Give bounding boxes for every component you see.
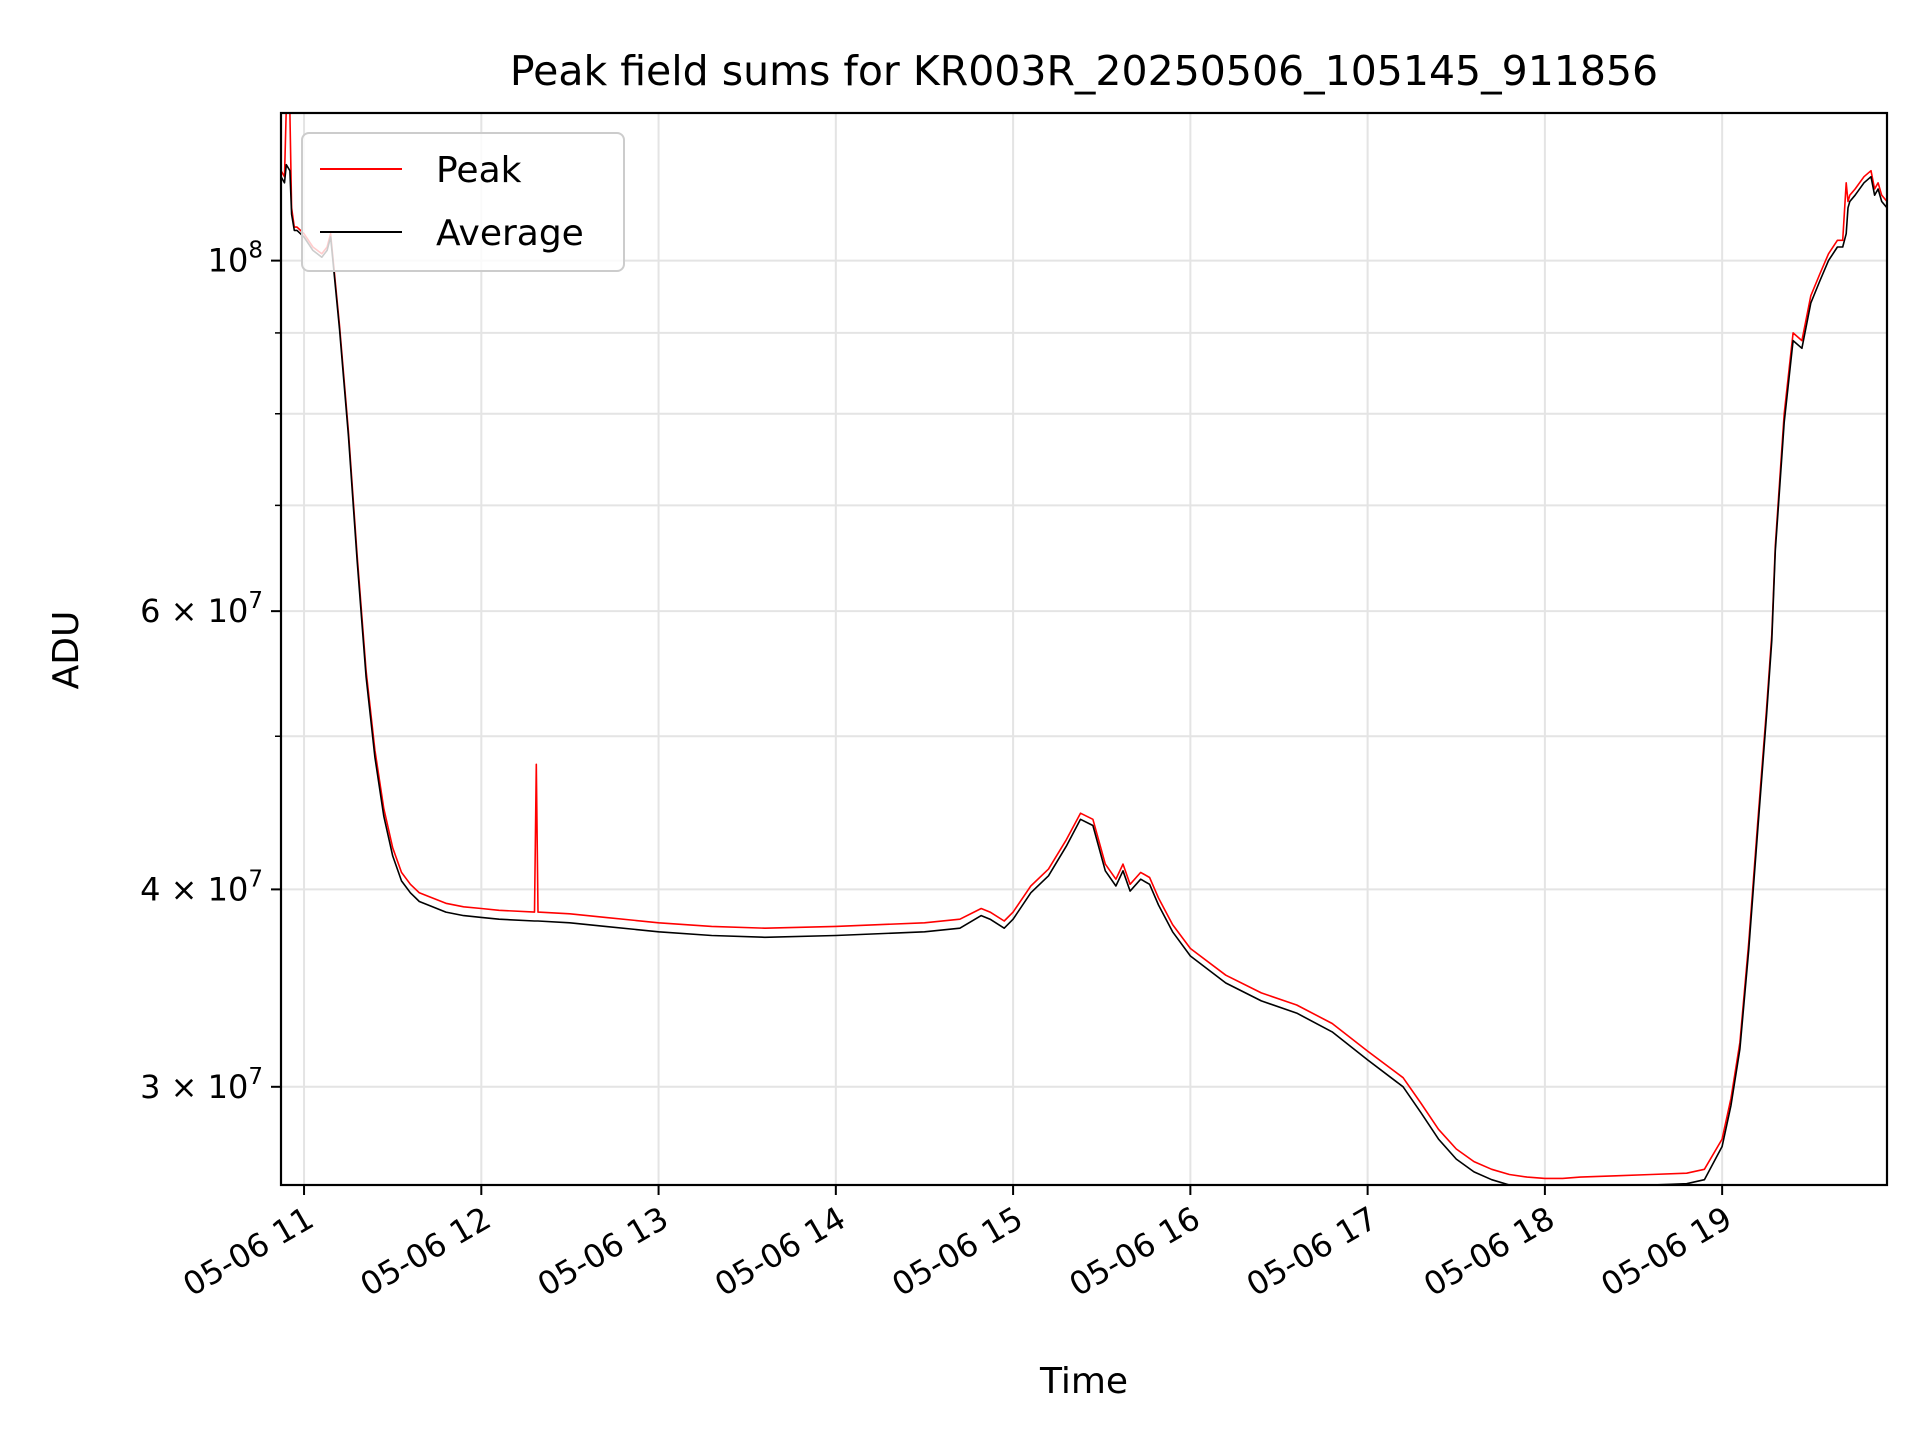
x-axis-label: Time bbox=[1039, 1361, 1128, 1402]
y-tick-label: 4 × 107 bbox=[140, 866, 263, 908]
y-axis-label: ADU bbox=[46, 611, 87, 690]
y-tick-label: 3 × 107 bbox=[140, 1064, 263, 1106]
series-layer bbox=[281, 113, 1887, 1185]
chart-title: Peak field sums for KR003R_20250506_1051… bbox=[510, 47, 1658, 95]
legend: Peak Average bbox=[301, 132, 625, 272]
series-line-peak bbox=[281, 113, 1887, 1180]
series-line-average bbox=[281, 163, 1887, 1185]
plot-frame bbox=[279, 111, 1889, 1187]
legend-label-peak: Peak bbox=[436, 150, 522, 191]
y-tick-label: 108 bbox=[208, 238, 263, 280]
grid bbox=[281, 113, 1887, 1185]
legend-box bbox=[301, 132, 625, 272]
y-axis: 3 × 107 4 × 107 6 × 107 108 bbox=[140, 238, 281, 1106]
y-tick-label: 6 × 107 bbox=[140, 588, 263, 630]
legend-label-average: Average bbox=[436, 213, 584, 254]
